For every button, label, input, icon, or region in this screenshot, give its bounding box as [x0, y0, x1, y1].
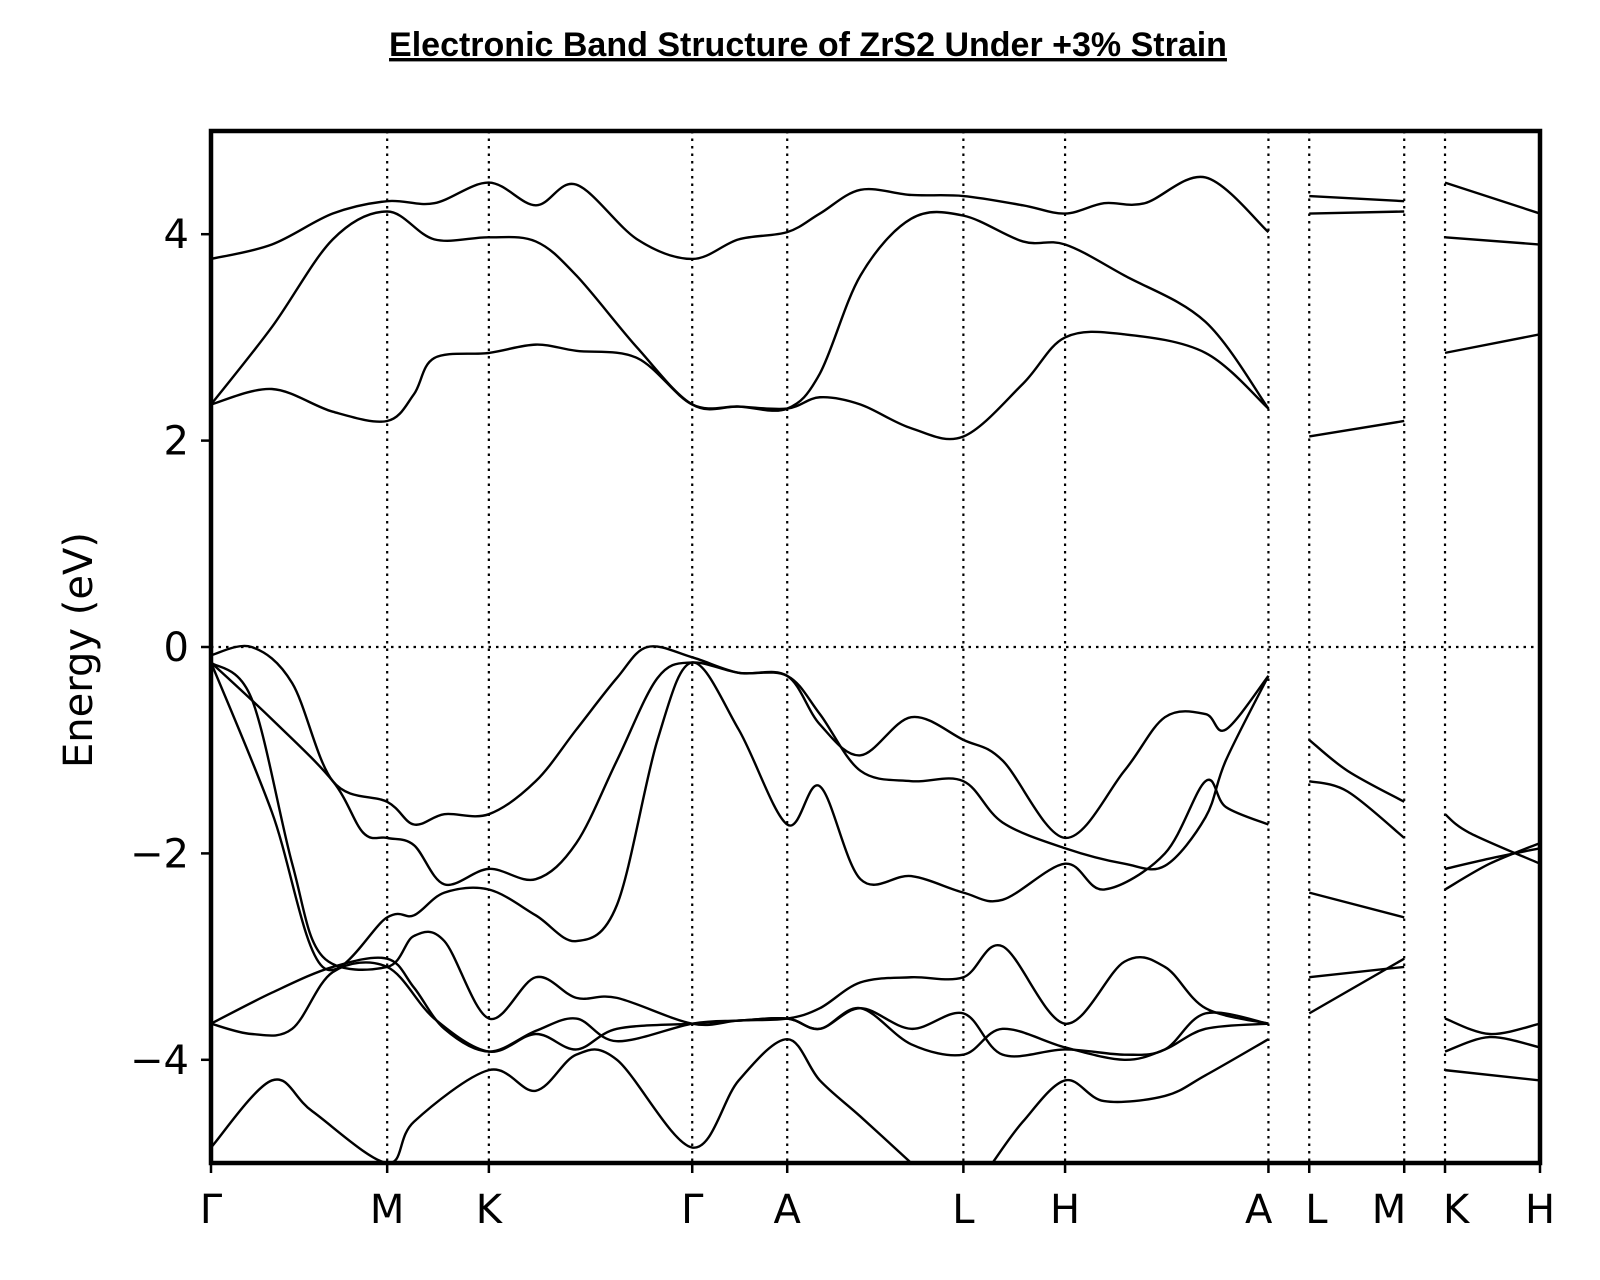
band-line-seg1-6	[211, 661, 1269, 1027]
band-line-seg2-3	[1309, 419, 1405, 438]
y-tick-label: −2	[130, 831, 189, 877]
kpoint-label: M	[370, 1187, 405, 1233]
plot-area: 420−2−4Γ M K Γ A L H A L M K H	[130, 128, 1555, 1233]
kpoint-label: L	[952, 1187, 975, 1233]
band-line-seg2-2	[1309, 210, 1405, 215]
band-line-seg1-9	[211, 961, 1269, 1062]
band-line-seg2-5	[1308, 779, 1405, 839]
band-line-seg2-1	[1309, 194, 1405, 203]
y-tick-label: 4	[164, 212, 189, 258]
band-line-seg3-1	[1444, 181, 1540, 215]
band-line-seg3-6	[1444, 841, 1540, 891]
kpoint-label: M	[1372, 1187, 1407, 1233]
band-line-seg1-1	[211, 175, 1270, 261]
band-line-seg3-2	[1444, 236, 1540, 246]
kpoint-label: Γ	[681, 1187, 704, 1233]
band-line-seg3-7	[1444, 1017, 1540, 1036]
y-tick-label: 0	[164, 625, 189, 671]
segment-gap	[1270, 131, 1308, 1163]
y-axis-label: Energy (eV)	[56, 532, 102, 768]
band-line-seg1-2	[211, 210, 1270, 412]
kpoint-label: K	[1443, 1187, 1471, 1233]
band-line-seg3-3	[1444, 333, 1540, 355]
y-tick-label: 2	[164, 419, 189, 465]
band-line-seg1-10	[211, 1037, 913, 1163]
kpoint-label: H	[1525, 1187, 1555, 1233]
band-line-seg3-9	[1444, 1068, 1540, 1082]
band-line-seg1-4	[211, 644, 1270, 840]
band-line-seg3-5	[1444, 847, 1540, 871]
kpoint-label: K	[476, 1187, 504, 1233]
band-line-seg1-7	[211, 661, 1269, 972]
band-line-seg2-7	[1309, 965, 1405, 979]
plot-frame	[208, 128, 1543, 1166]
y-tick-label: −4	[130, 1038, 189, 1084]
kpoint-label: H	[1050, 1187, 1080, 1233]
kpoint-label: Γ	[200, 1187, 223, 1233]
band-line-seg1-8	[211, 956, 1269, 1058]
band-line-seg3-8	[1444, 1035, 1540, 1053]
kpoint-label: A	[774, 1187, 802, 1233]
band-line-seg2-8	[1308, 957, 1405, 1015]
band-line-seg1-11	[991, 1038, 1270, 1163]
kpoint-label: L	[1305, 1187, 1328, 1233]
band-line-seg1-5	[211, 661, 1270, 887]
chart-title: Electronic Band Structure of ZrS2 Under …	[389, 26, 1227, 64]
kpoint-label: A	[1245, 1187, 1273, 1233]
band-line-seg2-6	[1308, 891, 1405, 919]
bands	[211, 175, 1540, 1163]
band-line-seg3-4	[1444, 813, 1540, 865]
band-line-seg2-4	[1308, 738, 1405, 803]
band-line-seg1-3	[211, 330, 1270, 441]
